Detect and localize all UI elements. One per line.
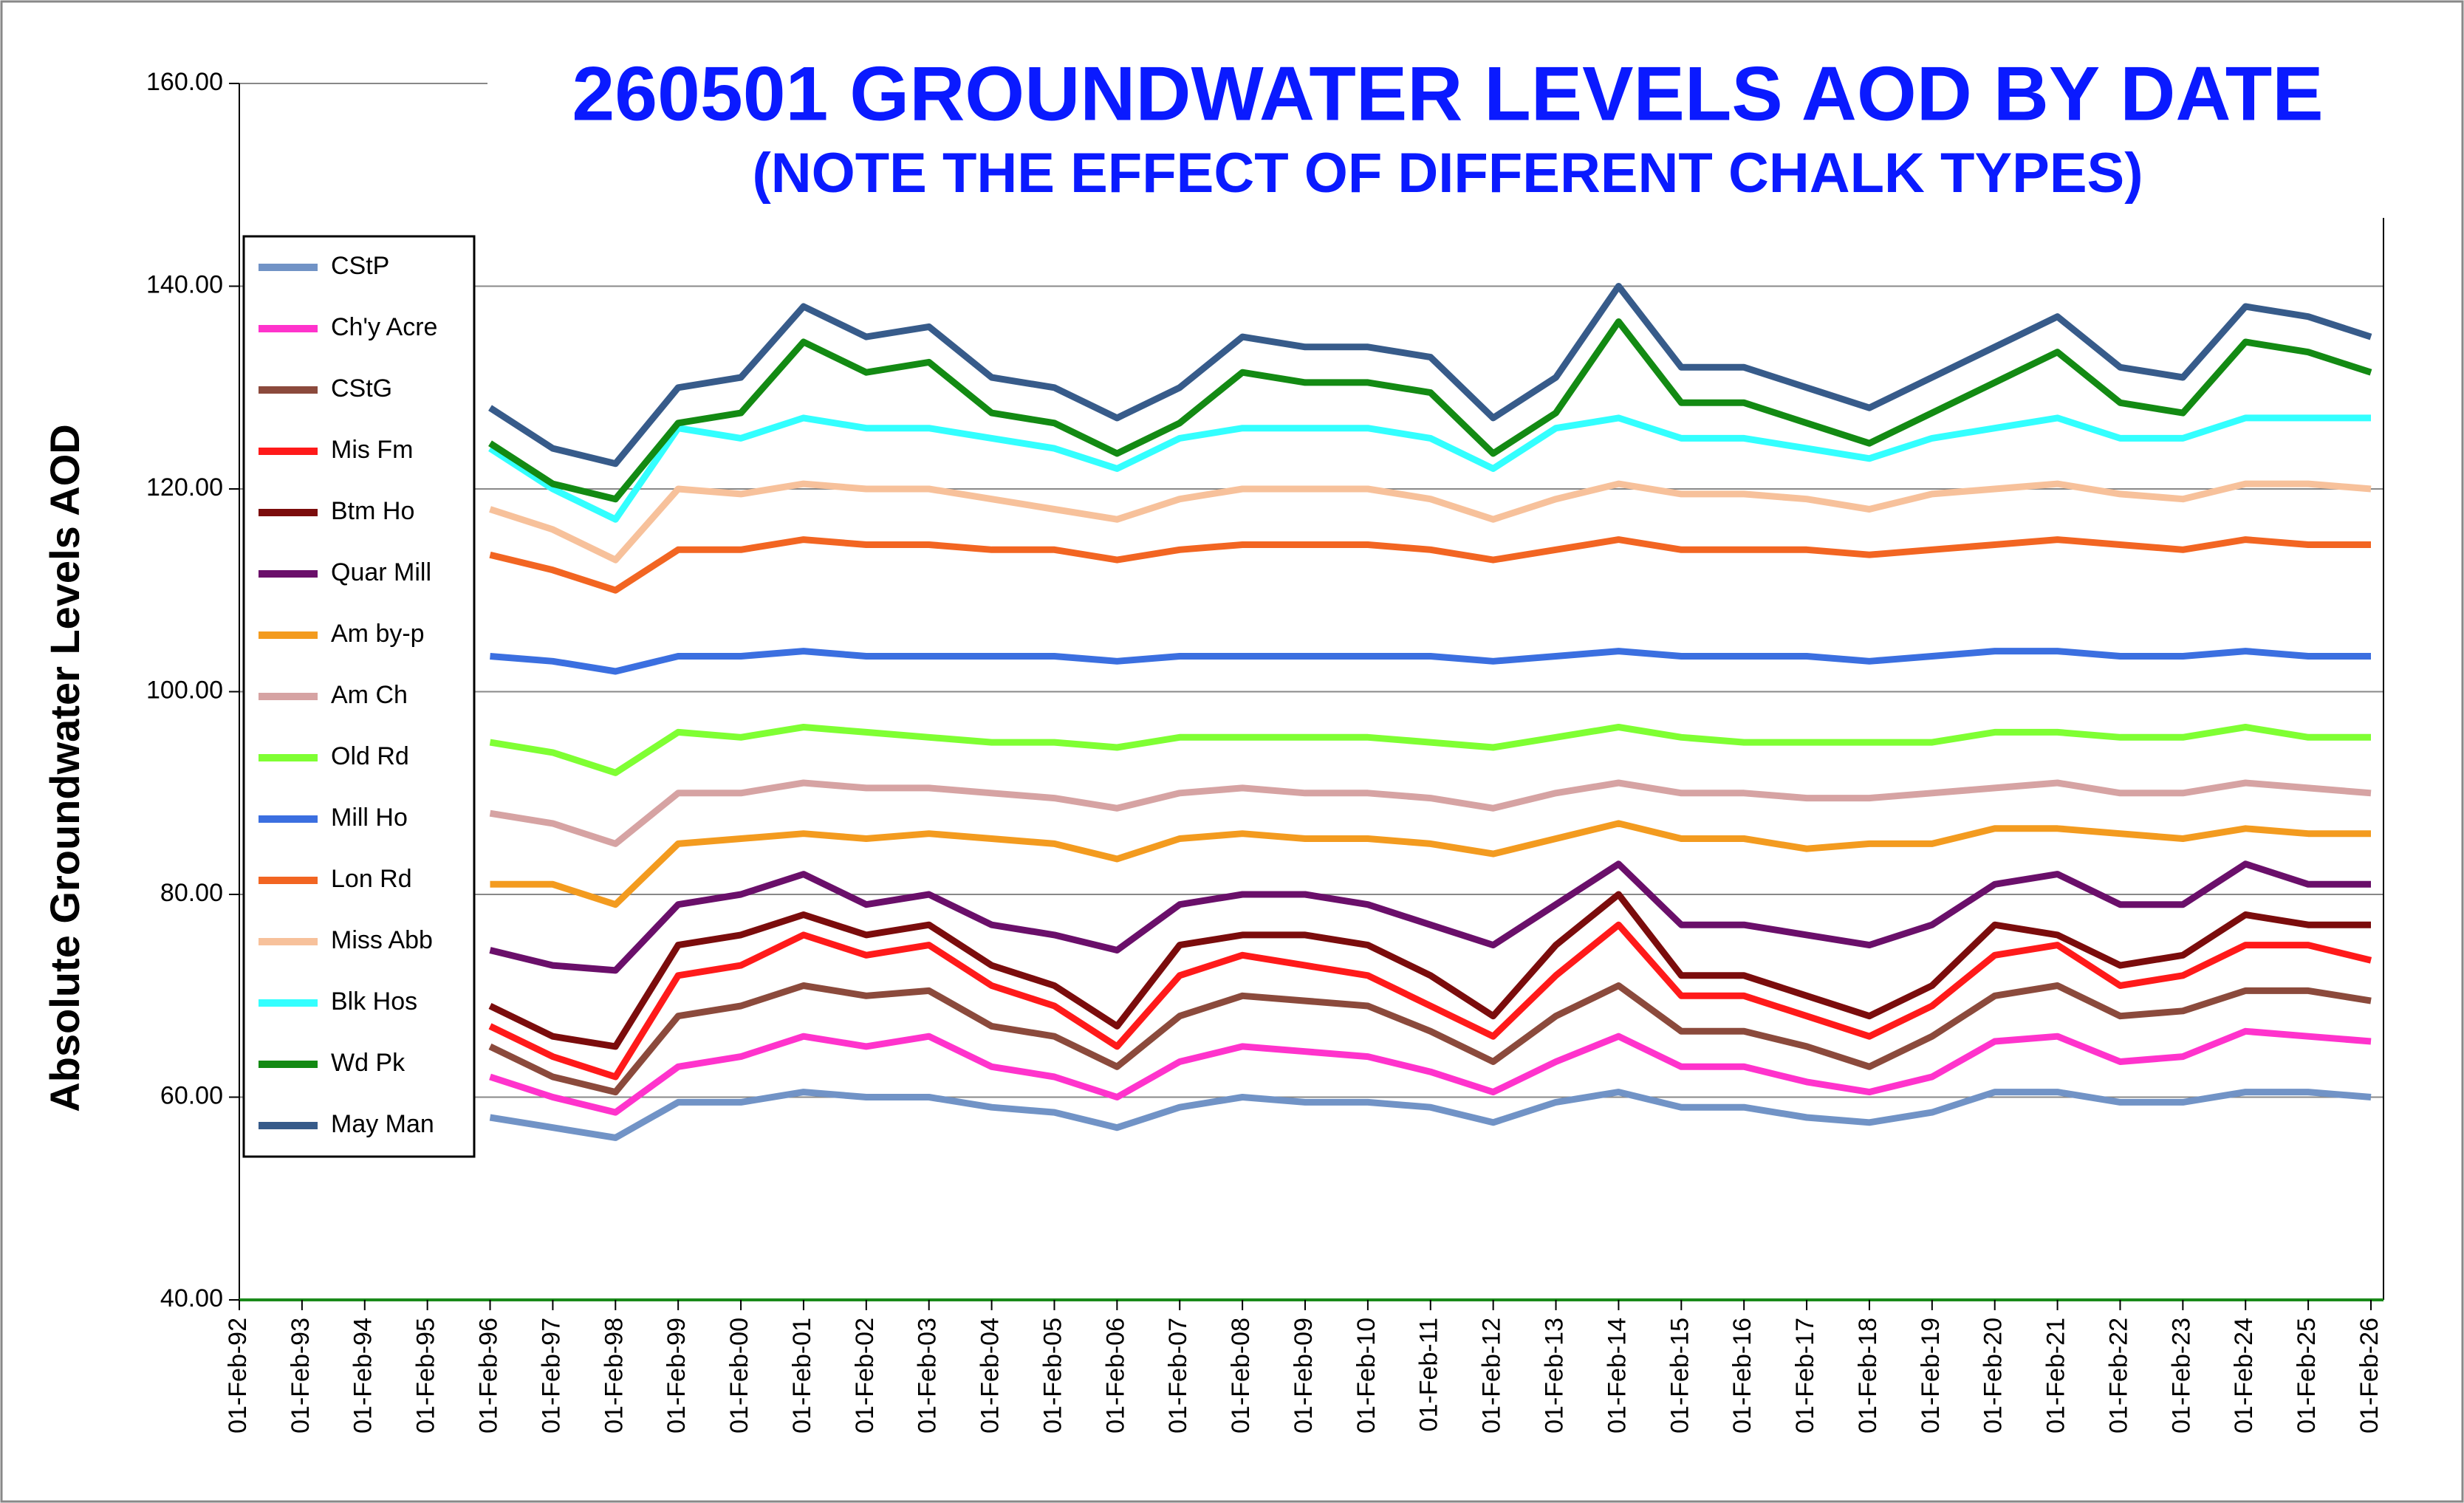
x-tick-label: 01-Feb-15 (1666, 1318, 1694, 1434)
legend-label: Mill Ho (331, 804, 408, 832)
x-tick-label: 01-Feb-18 (1854, 1318, 1882, 1434)
x-tick-label: 01-Feb-93 (287, 1318, 315, 1434)
legend-label: CStG (331, 374, 392, 403)
x-tick-label: 01-Feb-14 (1603, 1318, 1631, 1434)
series-line (488, 921, 2372, 1081)
x-tick-label: 01-Feb-99 (663, 1318, 691, 1434)
legend-label: Blk Hos (331, 987, 417, 1016)
legend-label: Am Ch (331, 681, 408, 709)
series-line (490, 648, 2371, 675)
legend-label: Lon Rd (331, 865, 412, 893)
x-tick-label: 01-Feb-23 (2167, 1318, 2195, 1434)
chart-title: 260501 GROUNDWATER LEVELS AOD BY DATE (572, 51, 2323, 137)
x-tick-label: 01-Feb-12 (1478, 1318, 1506, 1434)
x-tick-label: 01-Feb-92 (224, 1318, 252, 1434)
y-tick-label: 40.00 (160, 1284, 223, 1312)
legend-label: Ch'y Acre (331, 313, 437, 341)
x-tick-label: 01-Feb-02 (851, 1318, 879, 1434)
x-tick-label: 01-Feb-10 (1352, 1318, 1380, 1434)
series-line (488, 318, 2372, 503)
legend-label: CStP (331, 252, 389, 280)
y-axis-label: Absolute Groundwater Levels AOD (41, 424, 88, 1112)
series-line (488, 283, 2372, 468)
legend-label: Wd Pk (331, 1049, 405, 1077)
y-tick-label: 60.00 (160, 1081, 223, 1109)
x-tick-label: 01-Feb-05 (1038, 1318, 1067, 1434)
legend-label: Quar Mill (331, 558, 431, 586)
x-tick-label: 01-Feb-21 (2042, 1318, 2070, 1434)
x-tick-label: 01-Feb-26 (2355, 1318, 2383, 1434)
series-line (488, 414, 2371, 523)
chart-subtitle: (NOTE THE EFFECT OF DIFFERENT CHALK TYPE… (752, 142, 2143, 205)
x-tick-label: 01-Feb-06 (1101, 1318, 1129, 1434)
y-tick-label: 120.00 (146, 473, 223, 501)
legend-label: Btm Ho (331, 497, 414, 525)
x-tick-label: 01-Feb-94 (349, 1318, 377, 1434)
x-tick-label: 01-Feb-22 (2104, 1318, 2132, 1434)
legend-label: May Man (331, 1110, 434, 1138)
x-tick-label: 01-Feb-07 (1164, 1318, 1192, 1434)
y-tick-label: 160.00 (146, 68, 223, 96)
series-line (489, 1027, 2372, 1116)
x-tick-label: 01-Feb-16 (1728, 1318, 1756, 1434)
x-tick-label: 01-Feb-96 (475, 1318, 503, 1434)
series-line (489, 1089, 2372, 1141)
series-line (489, 480, 2372, 564)
x-tick-label: 01-Feb-24 (2230, 1318, 2258, 1434)
series-line (488, 891, 2371, 1050)
x-tick-label: 01-Feb-11 (1415, 1318, 1443, 1431)
x-tick-label: 01-Feb-03 (914, 1318, 942, 1434)
legend-label: Old Rd (331, 742, 409, 770)
series-line (489, 779, 2372, 847)
series-line (489, 724, 2371, 776)
x-tick-label: 01-Feb-04 (976, 1318, 1005, 1434)
series-line (489, 860, 2371, 974)
x-tick-label: 01-Feb-25 (2293, 1318, 2321, 1434)
y-tick-label: 80.00 (160, 879, 223, 907)
x-tick-label: 01-Feb-19 (1917, 1318, 1945, 1434)
x-tick-label: 01-Feb-00 (725, 1318, 753, 1434)
x-tick-label: 01-Feb-09 (1290, 1318, 1318, 1434)
x-tick-label: 01-Feb-20 (1979, 1318, 2008, 1434)
y-tick-label: 100.00 (146, 676, 223, 704)
x-tick-label: 01-Feb-97 (537, 1318, 565, 1434)
legend-label: Am by-p (331, 620, 425, 648)
series-line (490, 820, 2371, 908)
legend-label: Mis Fm (331, 436, 413, 464)
x-tick-label: 01-Feb-17 (1791, 1318, 1819, 1434)
x-tick-label: 01-Feb-95 (412, 1318, 440, 1434)
x-tick-label: 01-Feb-08 (1227, 1318, 1255, 1434)
x-tick-label: 01-Feb-01 (788, 1318, 816, 1434)
legend-label: Miss Abb (331, 926, 433, 954)
x-tick-label: 01-Feb-13 (1541, 1318, 1569, 1434)
y-tick-label: 140.00 (146, 270, 223, 298)
series-line (489, 536, 2371, 594)
series-line (488, 982, 2372, 1096)
x-tick-label: 01-Feb-98 (600, 1318, 628, 1434)
